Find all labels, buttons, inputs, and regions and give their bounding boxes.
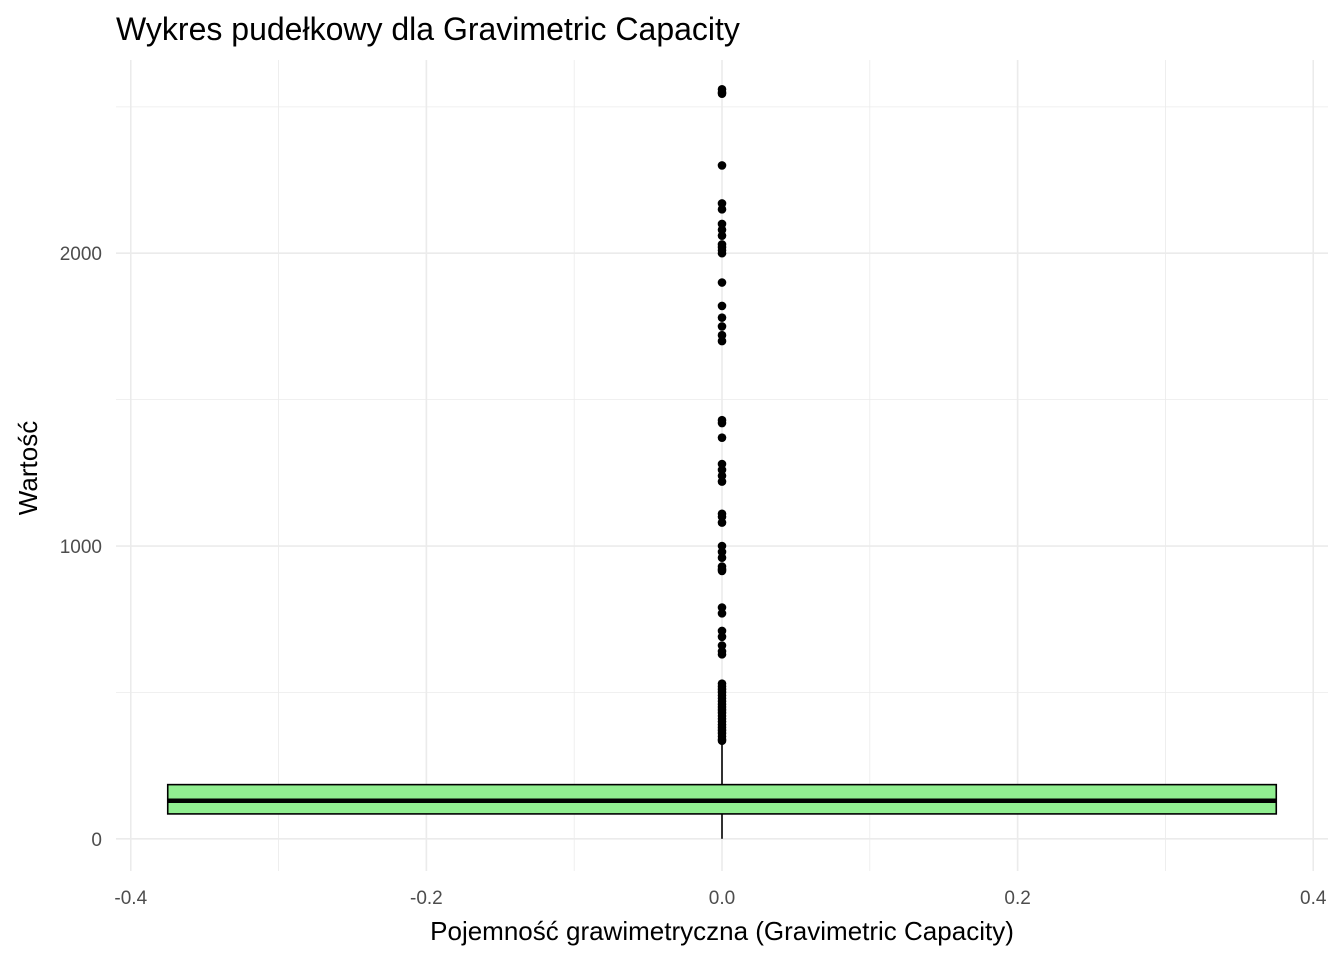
x-tick-label: -0.4 [114,888,147,909]
outlier-point [717,736,727,746]
x-tick-label: 0.0 [709,888,735,909]
outlier-point [717,161,727,170]
outlier-point [717,313,727,322]
outlier-point [717,433,727,442]
outlier-point [717,301,727,311]
outlier-point [717,632,727,642]
x-tick-label: 0.2 [1004,888,1030,909]
outlier-point [717,248,727,258]
outlier-point [717,231,727,240]
x-axis-title: Pojemność grawimetryczna (Gravimetric Ca… [430,916,1014,946]
y-axis-title: Wartość [13,421,43,515]
x-axis-ticks: -0.4 -0.2 0.0 0.2 0.4 [114,888,1326,909]
outlier-point [717,336,727,346]
y-axis-ticks: 0 1000 2000 [60,244,102,851]
outlier-point [717,477,727,486]
outlier-point [717,322,727,331]
outlier-point [717,518,727,527]
y-tick-label: 1000 [60,537,102,558]
outlier-point [717,205,727,214]
outlier-point [717,553,727,563]
x-tick-label: -0.2 [410,888,443,909]
y-tick-label: 0 [91,830,102,851]
outlier-point [717,609,727,618]
x-tick-label: 0.4 [1300,888,1327,909]
box-plot [166,742,1278,839]
outlier-point [717,566,727,576]
outlier-point [717,278,727,287]
chart-title: Wykres pudełkowy dla Gravimetric Capacit… [116,11,740,47]
outlier-point [717,418,727,428]
outlier-points [717,84,727,746]
outlier-point [717,650,727,659]
y-tick-label: 2000 [60,244,102,265]
outlier-point [717,89,727,98]
